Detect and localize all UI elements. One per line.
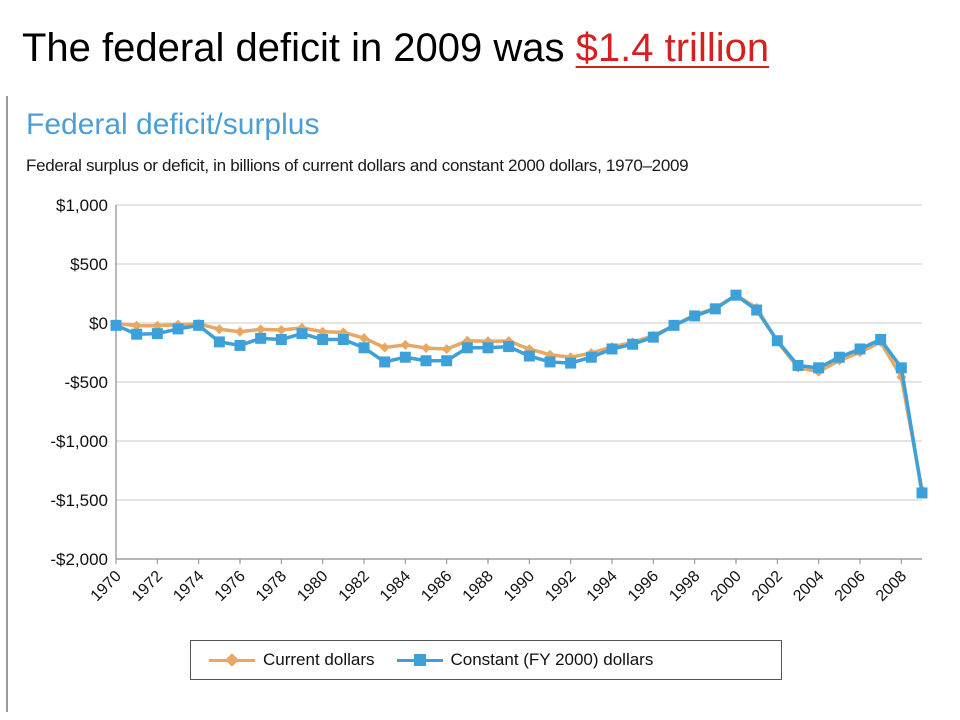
chart-title: Federal deficit/surplus xyxy=(26,108,320,141)
chart-legend: Current dollars Constant (FY 2000) dolla… xyxy=(190,640,782,680)
data-point-constant xyxy=(337,334,349,346)
data-point-constant xyxy=(172,323,184,335)
data-point-constant xyxy=(110,319,122,331)
data-point-constant xyxy=(854,343,866,355)
legend-item-constant: Constant (FY 2000) dollars xyxy=(396,650,654,670)
x-tick-label: 1974 xyxy=(170,568,207,605)
data-point-constant xyxy=(420,355,432,367)
data-point-constant xyxy=(399,351,411,363)
data-point-constant xyxy=(151,328,163,340)
y-tick-label: $1,000 xyxy=(56,196,108,215)
x-tick-label: 2008 xyxy=(873,568,910,605)
data-point-constant xyxy=(275,334,287,346)
data-point-constant xyxy=(131,328,143,340)
chart-figure xyxy=(6,96,954,712)
x-tick-label: 1976 xyxy=(212,568,249,605)
x-tick-label: 1984 xyxy=(377,568,414,605)
x-tick-label: 1986 xyxy=(418,568,455,605)
series-line-constant xyxy=(115,293,924,494)
slide-title-highlight: $1.4 trillion xyxy=(575,26,770,70)
data-point-constant xyxy=(234,339,246,351)
x-tick-label: 1980 xyxy=(294,568,331,605)
data-point-current xyxy=(255,324,266,335)
legend-swatch-current xyxy=(209,651,255,669)
x-tick-label: 1988 xyxy=(460,568,497,605)
data-point-current xyxy=(379,342,390,353)
data-point-constant xyxy=(813,362,825,374)
y-tick-label: -$1,000 xyxy=(50,432,108,451)
data-point-constant xyxy=(461,342,473,354)
x-tick-label: 2000 xyxy=(708,568,745,605)
data-point-constant xyxy=(771,335,783,347)
data-point-current xyxy=(214,324,225,335)
x-tick-label: 1994 xyxy=(584,568,621,605)
x-tick-label: 2006 xyxy=(832,568,869,605)
x-tick-label: 1982 xyxy=(336,568,373,605)
data-point-constant xyxy=(565,357,577,369)
data-point-constant xyxy=(730,289,742,301)
x-tick-label: 1970 xyxy=(88,568,125,605)
chart-subtitle: Federal surplus or deficit, in billions … xyxy=(26,156,689,175)
data-point-current xyxy=(441,344,452,355)
data-point-constant xyxy=(895,362,907,374)
data-point-current xyxy=(276,324,287,335)
x-tick-label: 1996 xyxy=(625,568,662,605)
x-tick-label: 2004 xyxy=(790,568,827,605)
y-tick-label: -$2,000 xyxy=(50,550,108,569)
data-point-constant xyxy=(585,351,597,363)
x-tick-label: 1972 xyxy=(129,568,166,605)
data-point-constant xyxy=(916,487,928,499)
legend-label-constant: Constant (FY 2000) dollars xyxy=(450,650,654,669)
x-tick-label: 2002 xyxy=(749,568,786,605)
data-point-constant xyxy=(213,336,225,348)
data-point-constant xyxy=(296,328,308,340)
data-point-constant xyxy=(792,359,804,371)
y-tick-label: $0 xyxy=(89,314,108,333)
x-tick-label: 1978 xyxy=(253,568,290,605)
slide-title-text: The federal deficit in 2009 was xyxy=(22,26,576,70)
data-point-constant xyxy=(358,342,370,354)
data-point-constant xyxy=(751,304,763,316)
legend-item-current: Current dollars xyxy=(209,650,375,670)
data-point-constant xyxy=(523,350,535,362)
data-point-constant xyxy=(441,355,453,367)
x-tick-label: 1992 xyxy=(542,568,579,605)
data-point-constant xyxy=(503,341,515,353)
data-point-constant xyxy=(689,310,701,322)
legend-swatch-constant xyxy=(396,651,443,669)
x-tick-label: 1998 xyxy=(666,568,703,605)
data-point-current xyxy=(235,326,245,337)
data-point-constant xyxy=(317,334,329,346)
data-point-constant xyxy=(709,303,721,315)
y-tick-label: -$500 xyxy=(65,373,108,392)
data-point-constant xyxy=(647,331,659,343)
data-point-constant xyxy=(544,356,556,368)
y-tick-label: $500 xyxy=(70,255,108,274)
data-point-constant xyxy=(668,319,680,331)
data-point-constant xyxy=(255,332,267,344)
data-point-constant xyxy=(606,343,618,355)
data-point-constant xyxy=(627,338,639,350)
data-point-current xyxy=(131,320,142,331)
legend-label-current: Current dollars xyxy=(263,650,375,669)
y-tick-label: -$1,500 xyxy=(50,491,108,510)
data-point-current xyxy=(421,343,431,354)
data-point-current xyxy=(359,333,369,344)
x-tick-label: 1990 xyxy=(501,568,538,605)
data-point-constant xyxy=(482,342,494,354)
data-point-constant xyxy=(379,356,391,368)
data-point-constant xyxy=(875,334,887,346)
data-point-current xyxy=(400,339,411,350)
data-point-constant xyxy=(193,319,205,331)
data-point-constant xyxy=(833,351,845,363)
slide-title: The federal deficit in 2009 was $1.4 tri… xyxy=(22,26,769,71)
series-line-current xyxy=(115,293,924,491)
